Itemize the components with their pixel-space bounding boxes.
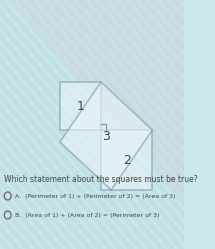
Polygon shape [60, 82, 152, 190]
Bar [60, 82, 101, 130]
Text: B.  (Area of 1) + (Area of 2) = (Perimeter of 3): B. (Area of 1) + (Area of 2) = (Perimete… [15, 212, 159, 217]
Text: 1: 1 [77, 100, 84, 113]
Bar [101, 130, 152, 190]
Text: Which statement about the squares must be true?: Which statement about the squares must b… [4, 175, 198, 184]
Text: 2: 2 [123, 153, 131, 167]
Text: 3: 3 [102, 129, 110, 142]
Text: A.  (Perimeter of 1) + (Perimeter of 2) = (Area of 3): A. (Perimeter of 1) + (Perimeter of 2) =… [15, 193, 175, 198]
